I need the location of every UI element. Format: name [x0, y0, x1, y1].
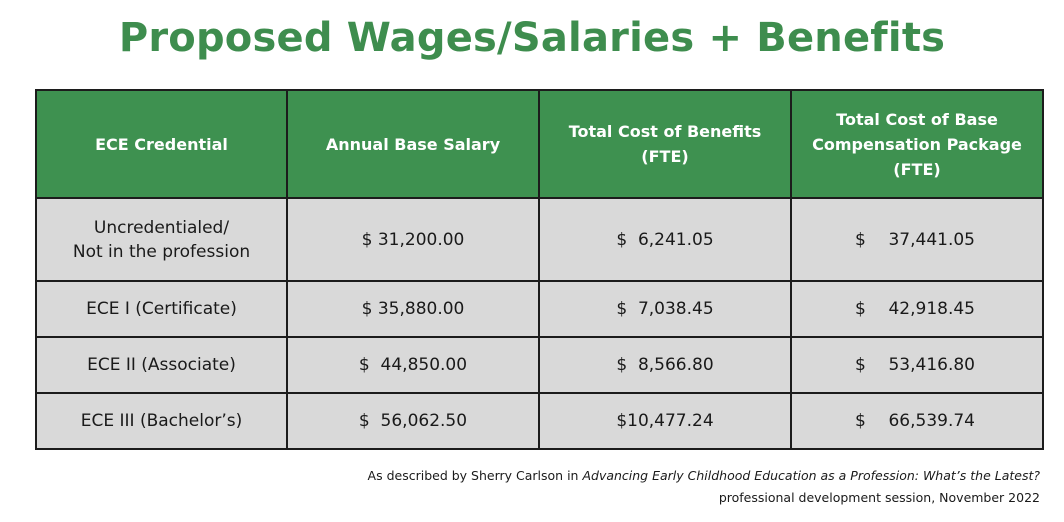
footnote-line-1: As described by Sherry Carlson in Advanc…: [368, 465, 1040, 487]
page-title: Proposed Wages/Salaries + Benefits: [118, 15, 946, 61]
wages-table: ECE Credential Annual Base Salary Total …: [35, 89, 1044, 450]
header-annual-base-salary: Annual Base Salary: [286, 89, 540, 199]
package-cell: $ 37,441.05: [790, 197, 1044, 282]
salary-cell: $ 56,062.50: [286, 392, 540, 450]
benefits-value: $ 8,566.80: [616, 355, 714, 375]
benefits-cell: $10,477.24: [538, 392, 792, 450]
credential-cell: ECE III (Bachelor’s): [35, 392, 288, 450]
table-row: ECE II (Associate) $ 44,850.00 $ 8,566.8…: [35, 336, 1044, 394]
salary-cell: $ 31,200.00: [286, 197, 540, 282]
header-total-cost-benefits: Total Cost of Benefits (FTE): [538, 89, 792, 199]
header-total-cost-package: Total Cost of Base Compensation Package …: [790, 89, 1044, 199]
benefits-cell: $ 8,566.80: [538, 336, 792, 394]
footnote-session-title: Advancing Early Childhood Education as a…: [582, 468, 1040, 483]
salary-value: $ 56,062.50: [358, 411, 468, 431]
benefits-value: $ 7,038.45: [616, 299, 714, 319]
package-amount: $ 53,416.80: [855, 353, 975, 377]
currency-symbol: $: [855, 355, 866, 375]
header-line: Total Cost of Benefits: [568, 122, 762, 141]
credential-cell: Uncredentialed/ Not in the profession: [35, 197, 288, 282]
salary-value: $ 31,200.00: [361, 229, 465, 250]
credential-cell: ECE II (Associate): [35, 336, 288, 394]
footnote-line-2: professional development session, Novemb…: [718, 490, 1040, 505]
package-value: 42,918.45: [888, 299, 975, 319]
benefits-value: $ 6,241.05: [616, 229, 714, 250]
package-amount: $ 37,441.05: [855, 228, 975, 252]
header-line: Total Cost of Base: [836, 109, 998, 129]
salary-value: $ 35,880.00: [361, 299, 465, 319]
credential-line: ECE III (Bachelor’s): [80, 411, 243, 431]
table-header-row: ECE Credential Annual Base Salary Total …: [35, 89, 1044, 199]
benefits-value: $10,477.24: [616, 411, 714, 431]
credential-line: Not in the profession: [72, 241, 251, 262]
credential-line: Uncredentialed/: [93, 217, 230, 238]
header-line: (FTE): [641, 147, 689, 166]
package-cell: $ 66,539.74: [790, 392, 1044, 450]
header-line: Annual Base Salary: [325, 134, 501, 154]
header-line: (FTE): [893, 159, 941, 179]
currency-symbol: $: [855, 411, 866, 431]
package-value: 66,539.74: [888, 411, 975, 431]
salary-cell: $ 44,850.00: [286, 336, 540, 394]
salary-value: $ 44,850.00: [358, 355, 468, 375]
source-footnote: As described by Sherry Carlson in Advanc…: [368, 465, 1040, 509]
header-line: ECE Credential: [95, 134, 228, 154]
package-amount: $ 66,539.74: [855, 409, 975, 433]
credential-cell: ECE I (Certificate): [35, 280, 288, 338]
package-cell: $ 53,416.80: [790, 336, 1044, 394]
salary-cell: $ 35,880.00: [286, 280, 540, 338]
package-value: 53,416.80: [888, 355, 975, 375]
table-row: ECE III (Bachelor’s) $ 56,062.50 $10,477…: [35, 392, 1044, 450]
credential-line: ECE I (Certificate): [86, 299, 237, 319]
credential-line: ECE II (Associate): [87, 355, 236, 375]
package-value: 37,441.05: [888, 229, 975, 250]
currency-symbol: $: [855, 229, 866, 250]
header-ece-credential: ECE Credential: [35, 89, 288, 199]
benefits-cell: $ 7,038.45: [538, 280, 792, 338]
table-row: Uncredentialed/ Not in the profession $ …: [35, 197, 1044, 282]
header-line: Compensation Package: [812, 134, 1022, 154]
table-row: ECE I (Certificate) $ 35,880.00 $ 7,038.…: [35, 280, 1044, 338]
benefits-cell: $ 6,241.05: [538, 197, 792, 282]
package-cell: $ 42,918.45: [790, 280, 1044, 338]
footnote-prefix: As described by Sherry Carlson in: [367, 468, 583, 483]
currency-symbol: $: [855, 299, 866, 319]
package-amount: $ 42,918.45: [855, 297, 975, 321]
